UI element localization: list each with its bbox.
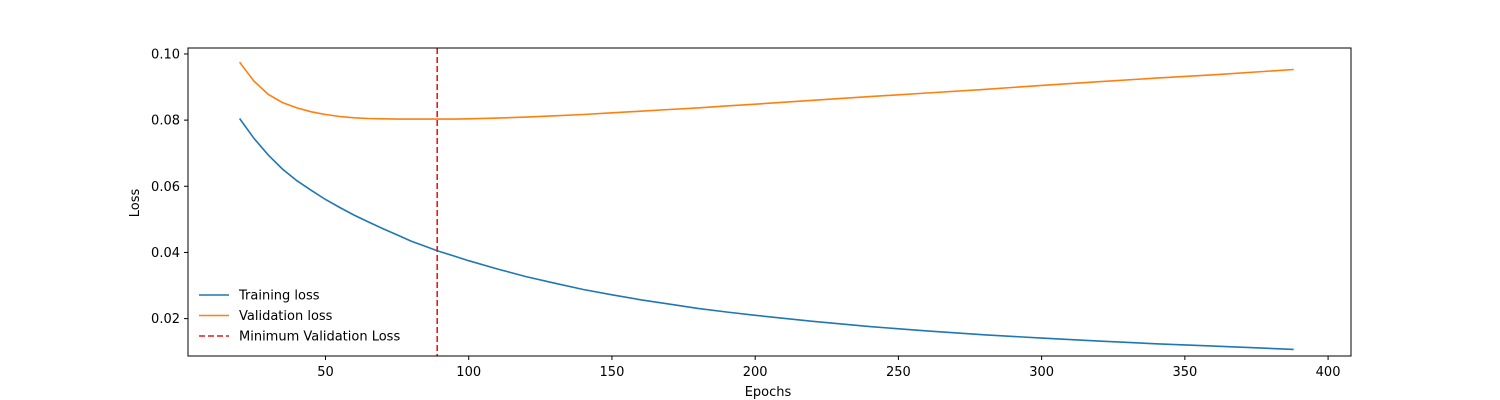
- x-tick-label: 300: [1029, 365, 1054, 380]
- x-axis-label: Epochs: [745, 385, 792, 400]
- y-tick-label: 0.10: [151, 47, 180, 62]
- y-axis: 0.02 0.04 0.06 0.08 0.10: [151, 47, 188, 327]
- series-line-1: [238, 61, 1294, 120]
- series-line-0: [238, 118, 1294, 351]
- x-tick-label: 200: [743, 365, 768, 380]
- y-axis-label: Loss: [128, 189, 143, 218]
- legend-label-2: Minimum Validation Loss: [239, 330, 400, 345]
- y-tick-label: 0.08: [151, 114, 180, 129]
- y-tick-label: 0.06: [151, 180, 180, 195]
- x-tick-label: 150: [600, 365, 625, 380]
- legend-label-0: Training loss: [238, 289, 320, 304]
- x-tick-label: 350: [1172, 365, 1197, 380]
- x-tick-label: 100: [456, 365, 481, 380]
- y-tick-label: 0.02: [151, 312, 180, 327]
- x-axis: 50 100 150 200 250 300 350 400: [317, 356, 1340, 380]
- plot-frame: [187, 47, 1352, 357]
- x-tick-label: 50: [317, 365, 334, 380]
- plot-area: [187, 47, 1352, 357]
- legend-label-1: Validation loss: [239, 309, 333, 324]
- x-tick-label: 400: [1316, 365, 1341, 380]
- legend: Training loss Validation loss Minimum Vali…: [199, 289, 400, 345]
- y-tick-label: 0.04: [151, 246, 180, 261]
- x-tick-label: 250: [886, 365, 911, 380]
